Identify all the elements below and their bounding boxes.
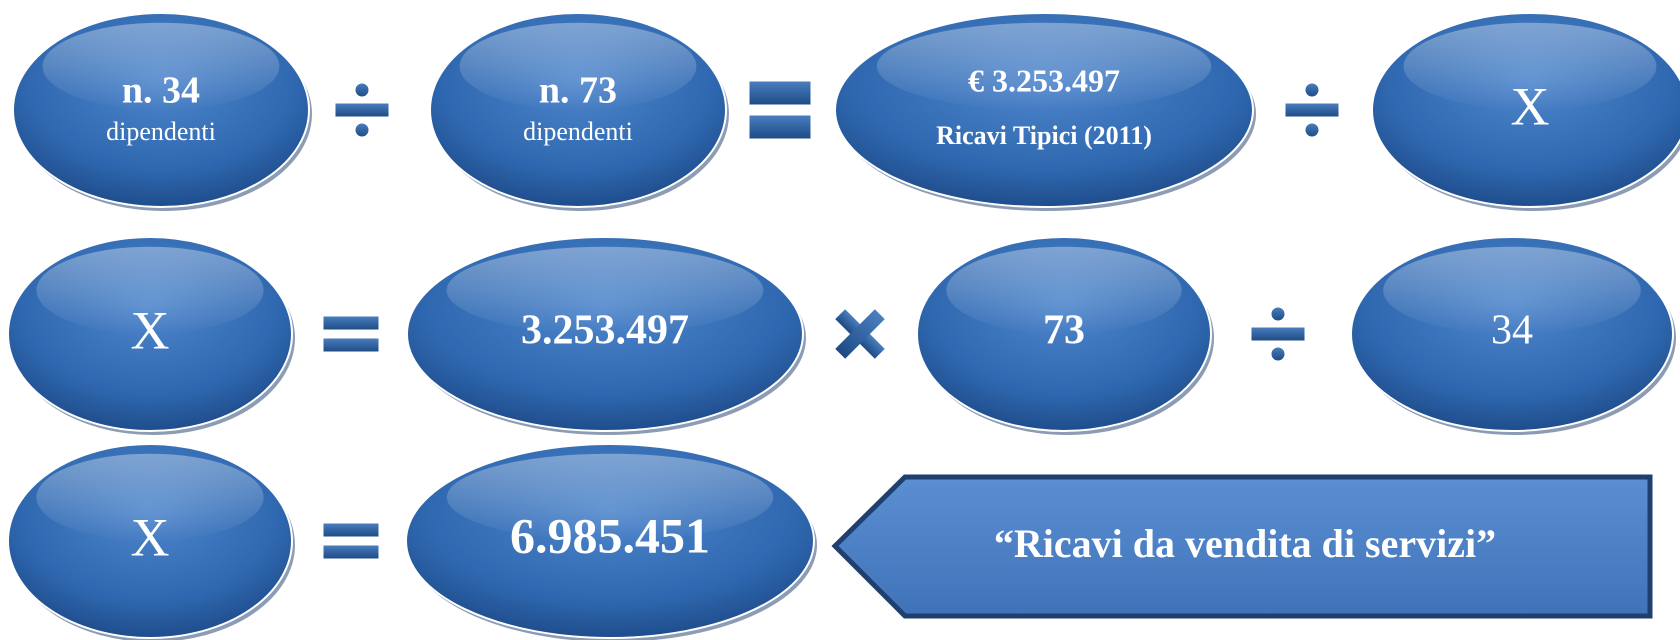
node-text: n. 34 — [122, 70, 200, 112]
divide-bar — [334, 102, 390, 118]
node-text: dipendenti — [106, 117, 216, 146]
times — [835, 309, 885, 359]
node-text: 73 — [1043, 308, 1085, 354]
node-shine — [1383, 246, 1641, 334]
divide-dot — [1270, 346, 1286, 362]
node-shine — [36, 246, 264, 334]
node-shine — [446, 246, 764, 334]
node-text: Ricavi Tipici (2011) — [936, 121, 1152, 150]
node-text: dipendenti — [523, 117, 633, 146]
callout-shape — [831, 474, 1653, 619]
equals-bar — [322, 544, 380, 560]
node-text: 3.253.497 — [521, 308, 689, 354]
divide-dot — [1304, 122, 1320, 138]
node-text: X — [131, 300, 170, 360]
equals-bar — [322, 522, 380, 538]
divide-bar — [1250, 326, 1306, 342]
divide-dot — [1304, 82, 1320, 98]
node-text: € 3.253.497 — [968, 62, 1120, 98]
equals-bar — [748, 80, 812, 106]
node-shine — [42, 22, 280, 110]
divide-bar — [1284, 102, 1340, 118]
node-shine — [459, 22, 697, 110]
node-text: X — [131, 507, 170, 567]
equals-bar — [322, 337, 380, 353]
node-shine — [36, 453, 264, 541]
equals-bar — [322, 315, 380, 331]
divide-dot — [354, 122, 370, 138]
divide-dot — [354, 82, 370, 98]
node-shine — [446, 453, 774, 541]
callout-text: “Ricavi da vendita di servizi” — [994, 521, 1496, 566]
node-text: 6.985.451 — [510, 507, 710, 563]
times-bar — [835, 309, 885, 359]
node-shine — [946, 246, 1182, 334]
node-text: n. 73 — [539, 70, 617, 112]
equals-bar — [748, 114, 812, 140]
node-shine — [876, 22, 1212, 110]
node-shine — [1403, 22, 1657, 110]
node-text: X — [1511, 76, 1550, 136]
divide-dot — [1270, 306, 1286, 322]
node-text: 34 — [1491, 308, 1533, 354]
